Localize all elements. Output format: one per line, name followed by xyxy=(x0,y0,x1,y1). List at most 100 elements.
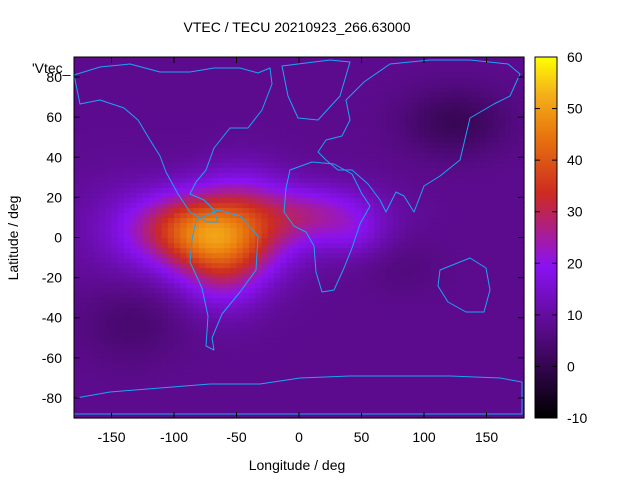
heatmap-cell xyxy=(424,367,431,374)
heatmap-cell xyxy=(330,282,338,289)
heatmap-cell xyxy=(311,57,319,63)
heatmap-cell xyxy=(292,337,300,344)
heatmap-cell xyxy=(430,292,438,299)
heatmap-cell xyxy=(505,282,513,289)
heatmap-cell xyxy=(167,272,175,279)
heatmap-cell xyxy=(399,137,406,143)
heatmap-cell xyxy=(274,82,281,88)
heatmap-cell xyxy=(230,247,238,254)
heatmap-cell xyxy=(436,107,444,113)
heatmap-cell xyxy=(474,272,481,279)
heatmap-cell xyxy=(311,232,319,239)
heatmap-cell xyxy=(236,252,244,259)
heatmap-cell xyxy=(467,317,475,324)
heatmap-cell xyxy=(217,277,225,284)
heatmap-cell xyxy=(199,327,206,334)
heatmap-cell xyxy=(261,207,269,214)
heatmap-cell xyxy=(349,292,356,299)
heatmap-cell xyxy=(486,297,494,304)
heatmap-cell xyxy=(411,272,419,279)
heatmap-cell xyxy=(417,107,425,113)
heatmap-cell xyxy=(286,57,294,63)
heatmap-cell xyxy=(92,377,100,384)
heatmap-cell xyxy=(92,212,100,219)
heatmap-cell xyxy=(124,332,131,339)
heatmap-cell xyxy=(236,392,244,399)
heatmap-cell xyxy=(149,367,156,374)
heatmap-cell xyxy=(374,72,381,78)
heatmap-cell xyxy=(255,142,263,148)
heatmap-cell xyxy=(99,172,106,178)
heatmap-cell xyxy=(274,202,281,209)
heatmap-cell xyxy=(355,232,363,239)
heatmap-cell xyxy=(174,227,181,234)
heatmap-cell xyxy=(424,142,431,148)
heatmap-cell xyxy=(336,107,344,113)
heatmap-cell xyxy=(167,372,175,379)
heatmap-cell xyxy=(199,412,206,419)
heatmap-cell xyxy=(467,412,475,419)
heatmap-cell xyxy=(330,222,338,229)
heatmap-cell xyxy=(92,262,100,269)
heatmap-cell xyxy=(411,332,419,339)
heatmap-cell xyxy=(236,342,244,349)
heatmap-cell xyxy=(449,137,456,143)
heatmap-cell xyxy=(342,332,350,339)
heatmap-cell xyxy=(330,332,338,339)
heatmap-cell xyxy=(467,227,475,234)
heatmap-cell xyxy=(386,77,394,83)
heatmap-cell xyxy=(142,152,150,158)
heatmap-cell xyxy=(405,252,413,259)
heatmap-cell xyxy=(292,347,300,354)
heatmap-cell xyxy=(124,142,131,148)
heatmap-cell xyxy=(242,407,250,414)
heatmap-cell xyxy=(236,82,244,88)
heatmap-cell xyxy=(174,117,181,123)
heatmap-cell xyxy=(255,227,263,234)
heatmap-cell xyxy=(136,207,144,214)
heatmap-cell xyxy=(317,242,325,249)
heatmap-cell xyxy=(455,117,463,123)
heatmap-cell xyxy=(449,227,456,234)
heatmap-cell xyxy=(192,312,200,319)
heatmap-cell xyxy=(317,367,325,374)
heatmap-cell xyxy=(349,162,356,168)
heatmap-cell xyxy=(136,77,144,83)
heatmap-cell xyxy=(80,57,88,63)
heatmap-cell xyxy=(192,252,200,259)
heatmap-cell xyxy=(274,107,281,113)
heatmap-cell xyxy=(74,407,81,414)
heatmap-cell xyxy=(324,232,331,239)
heatmap-cell xyxy=(111,372,119,379)
heatmap-cell xyxy=(286,262,294,269)
heatmap-cell xyxy=(136,317,144,324)
heatmap-cell xyxy=(236,387,244,394)
heatmap-cell xyxy=(80,217,88,224)
heatmap-cell xyxy=(86,242,94,249)
heatmap-cell xyxy=(236,412,244,419)
heatmap-cell xyxy=(211,397,219,404)
heatmap-cell xyxy=(355,287,363,294)
heatmap-cell xyxy=(167,352,175,359)
heatmap-cell xyxy=(430,202,438,209)
heatmap-cell xyxy=(374,62,381,68)
heatmap-cell xyxy=(411,267,419,274)
heatmap-cell xyxy=(355,332,363,339)
heatmap-cell xyxy=(124,407,131,414)
heatmap-cell xyxy=(305,237,313,244)
heatmap-cell xyxy=(92,207,100,214)
heatmap-cell xyxy=(417,312,425,319)
heatmap-cell xyxy=(224,102,231,108)
heatmap-cell xyxy=(261,97,269,103)
heatmap-cell xyxy=(249,232,256,239)
heatmap-cell xyxy=(280,352,288,359)
heatmap-cell xyxy=(449,307,456,314)
heatmap-cell xyxy=(349,67,356,73)
heatmap-cell xyxy=(149,102,156,108)
heatmap-cell xyxy=(480,57,488,63)
heatmap-cell xyxy=(180,167,188,173)
heatmap-cell xyxy=(111,222,119,229)
heatmap-cell xyxy=(261,112,269,118)
heatmap-cell xyxy=(361,342,369,349)
heatmap-cell xyxy=(255,207,263,214)
